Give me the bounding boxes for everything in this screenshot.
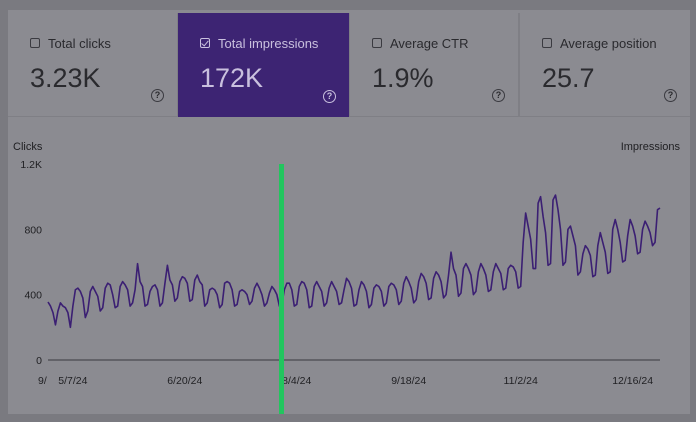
y-tick-label: 800: [24, 224, 42, 236]
metric-card-total-clicks[interactable]: Total clicks 3.23K ?: [8, 13, 178, 117]
performance-chart[interactable]: 0 400 800 1.2K 9/5/7/24 6/20/24 8/4/24 9/18/24 1…: [8, 140, 690, 400]
metric-label: Total impressions: [218, 36, 319, 51]
metric-label: Average position: [560, 36, 657, 51]
metric-card-total-impressions[interactable]: Total impressions 172K ?: [178, 13, 349, 117]
metric-value: 3.23K: [30, 63, 101, 93]
x-tick-label: 9/18/24: [391, 375, 426, 387]
checked-checkbox-icon[interactable]: [200, 38, 210, 48]
x-tick-label: 11/2/24: [504, 375, 538, 387]
metric-label: Total clicks: [48, 36, 111, 51]
metric-card-average-position[interactable]: Average position 25.7 ?: [519, 13, 690, 117]
x-tick-label: 8/4/24: [282, 375, 311, 387]
y-tick-label: 400: [24, 290, 42, 302]
help-icon[interactable]: ?: [151, 89, 164, 102]
date-marker-line: [279, 164, 284, 414]
x-tick-label: 9/: [38, 375, 47, 387]
checkbox-icon[interactable]: [30, 38, 40, 48]
metric-label: Average CTR: [390, 36, 469, 51]
metric-value: 1.9%: [372, 63, 434, 93]
help-icon[interactable]: ?: [664, 89, 677, 102]
help-icon[interactable]: ?: [323, 90, 336, 103]
y-axis-title-left: Clicks: [13, 141, 43, 153]
y-axis-title-right: Impressions: [620, 141, 680, 153]
checkbox-icon[interactable]: [372, 38, 382, 48]
help-icon[interactable]: ?: [492, 89, 505, 102]
metric-value: 25.7: [542, 63, 595, 93]
metric-cards: Total clicks 3.23K ? Total impressions 1…: [8, 10, 690, 117]
series-line-clicks[interactable]: [47, 194, 661, 329]
x-tick-label: 5/7/24: [58, 375, 87, 387]
x-tick-label: 6/20/24: [167, 375, 202, 387]
performance-panel: Total clicks 3.23K ? Total impressions 1…: [8, 10, 690, 414]
checkbox-icon[interactable]: [542, 38, 552, 48]
y-tick-label: 0: [36, 355, 42, 367]
metric-card-average-ctr[interactable]: Average CTR 1.9% ?: [349, 13, 519, 117]
x-tick-label: 12/16/24: [612, 375, 653, 387]
y-tick-label: 1.2K: [20, 159, 42, 171]
metric-value: 172K: [200, 63, 264, 93]
